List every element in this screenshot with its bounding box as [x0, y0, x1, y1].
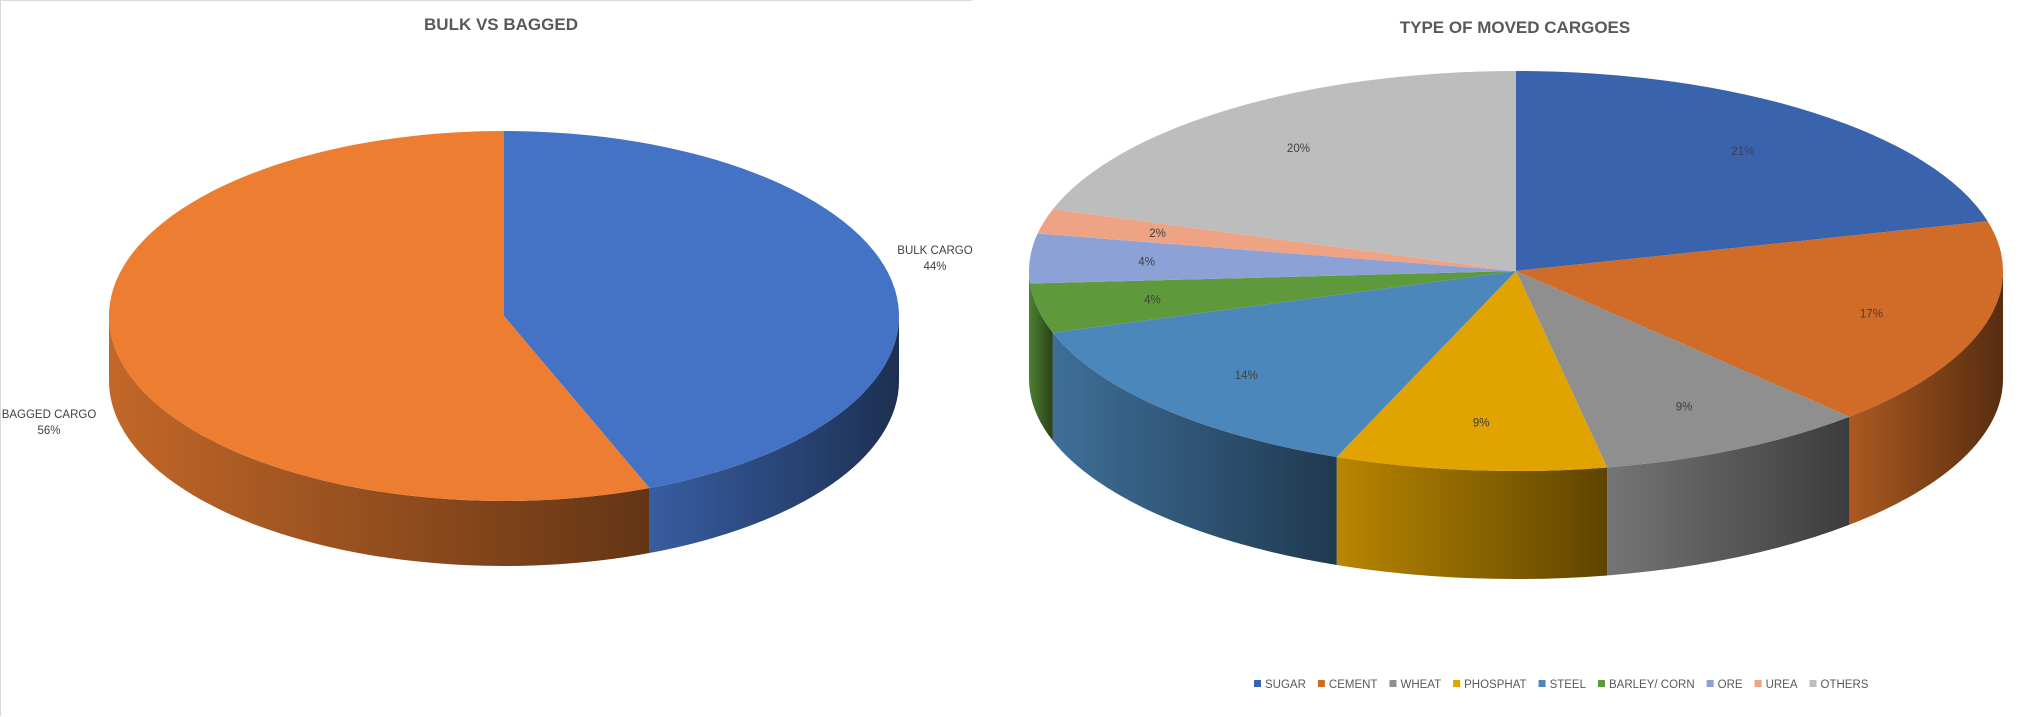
chart-bulk-vs-bagged-svg: BULK VS BAGGED BULK CARGO 44% BAGGED CARGO…: [2, 15, 973, 566]
legend-swatch: [1389, 680, 1397, 687]
legend-item-others: OTHERS: [1809, 679, 1869, 691]
legend-swatch: [1809, 680, 1817, 687]
data-label-others: 20%: [1287, 143, 1310, 155]
chart-legend: SUGAR CEMENT WHEAT PHOSPHAT STEEL BARLEY/ COR…: [1254, 679, 1869, 691]
legend-label: WHEAT: [1400, 679, 1441, 691]
pie-side-barley-corn: [1029, 283, 1053, 441]
data-label-phosphat: 9%: [1473, 417, 1490, 429]
pie-side-bulk-cargo: [649, 316, 899, 554]
data-label-sugar: 21%: [1731, 146, 1754, 158]
data-label-wheat: 9%: [1676, 401, 1693, 413]
pie-slice-sugar: [1516, 71, 1988, 271]
legend-label: BARLEY/ CORN: [1609, 679, 1695, 691]
data-label-barley-corn: 4%: [1144, 294, 1161, 306]
pie-labels: BULK CARGO 44% BAGGED CARGO 56%: [2, 245, 973, 437]
legend-swatch: [1317, 680, 1325, 687]
data-label-cement: 17%: [1860, 308, 1883, 320]
legend-item-sugar: SUGAR: [1254, 679, 1306, 691]
pie-sides: [109, 316, 899, 566]
pie-labels: 21% 17% 9% 9% 14% 4% 4% 2% 20%: [1138, 143, 1883, 429]
pie-slice-ore: [1029, 233, 1516, 284]
legend-label: UREA: [1766, 679, 1798, 691]
data-label-urea: 2%: [1149, 228, 1166, 240]
pie-side-phosphat: [1336, 456, 1608, 579]
legend-label: CEMENT: [1329, 679, 1378, 691]
legend-item-barley-corn: BARLEY/ CORN: [1598, 679, 1695, 691]
pie-top: [1029, 71, 2003, 471]
pie-side-steel: [1052, 332, 1337, 565]
legend-swatch: [1254, 680, 1261, 687]
data-label-bagged-cargo: BAGGED CARGO: [2, 409, 97, 421]
legend-item-wheat: WHEAT: [1389, 679, 1441, 691]
legend-swatch: [1453, 680, 1461, 687]
legend-item-urea: UREA: [1754, 679, 1798, 691]
pie-slice-bagged-cargo: [109, 131, 650, 501]
pie-slice-wheat: [1516, 271, 1850, 468]
pie-slice-barley-corn: [1029, 271, 1516, 333]
pie-slice-others: [1052, 71, 1516, 271]
pie-slice-cement: [1516, 221, 2003, 417]
data-label-bagged-cargo-percent: 56%: [37, 425, 60, 437]
legend-swatch: [1754, 680, 1762, 687]
pie-side-wheat: [1607, 416, 1850, 576]
pie-side-bagged-cargo: [109, 316, 650, 566]
pie-side-ore: [1029, 271, 1030, 392]
chart-title: BULK VS BAGGED: [424, 15, 578, 34]
pie-side-cement: [1849, 271, 2003, 525]
data-label-ore: 4%: [1138, 256, 1155, 268]
data-label-bulk-cargo-percent: 44%: [923, 261, 946, 273]
legend-item-phosphat: PHOSPHAT: [1453, 679, 1527, 691]
chart-type-of-moved-cargoes: TYPE OF MOVED CARGOES 21% 17% 9% 9% 14% 4% 4% 2…: [1010, 0, 2020, 716]
legend-label: OTHERS: [1821, 679, 1869, 691]
legend-item-steel: STEEL: [1538, 679, 1587, 691]
data-label-bulk-cargo: BULK CARGO: [897, 245, 972, 257]
pie-slice-phosphat: [1336, 271, 1608, 471]
chart-type-of-moved-cargoes-svg: TYPE OF MOVED CARGOES 21%17%9%9%14%4%4%2…: [1029, 18, 2003, 691]
legend-label: SUGAR: [1265, 679, 1306, 691]
pie-slice-urea: [1037, 209, 1516, 271]
pie-sides: [1029, 271, 2003, 579]
legend-swatch: [1706, 680, 1714, 687]
legend-label: ORE: [1718, 679, 1743, 691]
legend-label: STEEL: [1550, 679, 1587, 691]
legend-swatch: [1538, 680, 1546, 687]
chart-bulk-vs-bagged: BULK VS BAGGED BULK CARGO 44% BAGGED CARGO…: [0, 0, 973, 716]
chart-title: TYPE OF MOVED CARGOES: [1400, 18, 1630, 37]
legend-label: PHOSPHAT: [1464, 679, 1526, 691]
legend-item-cement: CEMENT: [1317, 679, 1378, 691]
pie-slice-bulk-cargo: [504, 131, 899, 489]
legend-item-ore: ORE: [1706, 679, 1743, 691]
legend-swatch: [1598, 680, 1605, 687]
pie-top: [109, 131, 899, 501]
data-label-steel: 14%: [1235, 370, 1258, 382]
pie-slice-steel: [1052, 271, 1516, 457]
